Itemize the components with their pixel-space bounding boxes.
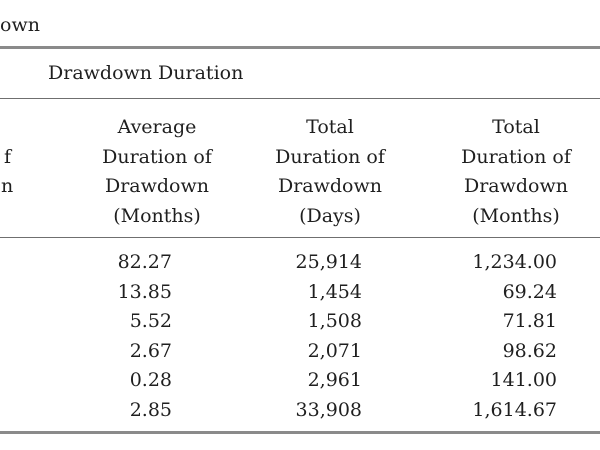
partial-header: . f n (0, 113, 13, 202)
header-line: Duration of (461, 145, 571, 168)
column-avg-months: 82.27 13.85 5.52 2.67 0.28 2.85 (100, 248, 172, 426)
table-cell: 2.67 (129, 339, 172, 362)
table-cell: 1,454 (307, 280, 362, 303)
table-cell: 98.62 (502, 339, 557, 362)
header-line: Drawdown (104, 175, 209, 197)
header-line: Duration of (102, 145, 212, 168)
table-cell: 1,234.00 (472, 251, 557, 273)
column-header-total-days: Total Duration of Drawdown (Days) (250, 113, 410, 231)
table-cell: 0.28 (129, 369, 172, 392)
header-line: (Days) (299, 204, 361, 227)
column-total-days: 25,914 1,454 1,508 2,071 2,961 33,908 (280, 248, 362, 426)
table-cell: 71.81 (502, 310, 557, 333)
top-rule (0, 46, 600, 49)
table-cell: 2,961 (307, 369, 362, 392)
table-cell: 5.52 (129, 310, 172, 333)
group-underline (0, 98, 600, 99)
header-line: Total (492, 116, 540, 138)
partial-header-line: f (4, 145, 12, 168)
table-cell: 2,071 (307, 339, 362, 362)
table-cell: 2.85 (129, 398, 172, 421)
table-cell: 1,614.67 (472, 398, 557, 421)
header-rule (0, 237, 600, 238)
bottom-rule (0, 431, 600, 434)
table-cell: 33,908 (295, 398, 362, 421)
header-line: Drawdown (463, 175, 568, 197)
table-cell: 25,914 (295, 251, 362, 273)
column-header-avg-months: Average Duration of Drawdown (Months) (72, 113, 242, 231)
partial-header-line: n (1, 175, 14, 197)
table-cell: 82.27 (117, 251, 172, 273)
column-total-months: 1,234.00 69.24 71.81 98.62 141.00 1,614.… (455, 248, 557, 426)
header-line: (Months) (472, 204, 560, 227)
table-cell: 69.24 (502, 280, 557, 303)
header-line: Drawdown (277, 175, 382, 197)
table-cell: 13.85 (117, 280, 172, 303)
header-line: Average (117, 116, 197, 138)
table-cell: 1,508 (307, 310, 362, 333)
table-cell: 141.00 (490, 369, 557, 392)
column-header-total-months: Total Duration of Drawdown (Months) (436, 113, 596, 231)
header-line: Total (306, 116, 354, 138)
group-header: Drawdown Duration (48, 62, 244, 84)
header-line: Duration of (275, 145, 385, 168)
header-line: (Months) (113, 204, 201, 227)
table-caption: own (0, 14, 40, 36)
